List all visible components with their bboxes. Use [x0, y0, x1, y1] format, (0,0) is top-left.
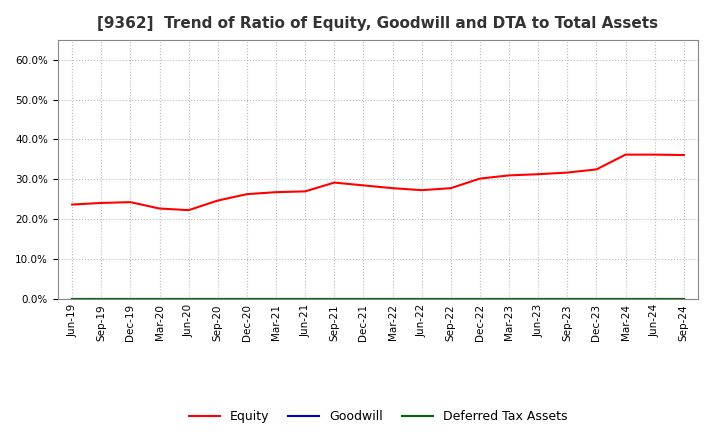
Goodwill: [68, 297, 76, 302]
Goodwill: [592, 297, 600, 302]
Deferred Tax Assets: [621, 297, 630, 302]
Deferred Tax Assets: [301, 297, 310, 302]
Deferred Tax Assets: [213, 297, 222, 302]
Equity: [68, 202, 76, 207]
Deferred Tax Assets: [563, 297, 572, 302]
Goodwill: [184, 297, 193, 302]
Deferred Tax Assets: [243, 297, 251, 302]
Goodwill: [446, 297, 455, 302]
Deferred Tax Assets: [156, 297, 164, 302]
Equity: [476, 176, 485, 181]
Equity: [301, 189, 310, 194]
Equity: [126, 199, 135, 205]
Equity: [592, 167, 600, 172]
Goodwill: [126, 297, 135, 302]
Goodwill: [680, 297, 688, 302]
Equity: [156, 206, 164, 211]
Equity: [271, 190, 280, 195]
Goodwill: [388, 297, 397, 302]
Goodwill: [359, 297, 368, 302]
Equity: [505, 173, 513, 178]
Goodwill: [156, 297, 164, 302]
Goodwill: [650, 297, 659, 302]
Goodwill: [301, 297, 310, 302]
Title: [9362]  Trend of Ratio of Equity, Goodwill and DTA to Total Assets: [9362] Trend of Ratio of Equity, Goodwil…: [97, 16, 659, 32]
Deferred Tax Assets: [97, 297, 106, 302]
Equity: [243, 191, 251, 197]
Deferred Tax Assets: [184, 297, 193, 302]
Deferred Tax Assets: [388, 297, 397, 302]
Deferred Tax Assets: [359, 297, 368, 302]
Equity: [534, 172, 543, 177]
Goodwill: [243, 297, 251, 302]
Deferred Tax Assets: [271, 297, 280, 302]
Equity: [330, 180, 338, 185]
Equity: [446, 186, 455, 191]
Goodwill: [534, 297, 543, 302]
Equity: [184, 208, 193, 213]
Deferred Tax Assets: [330, 297, 338, 302]
Deferred Tax Assets: [126, 297, 135, 302]
Goodwill: [97, 297, 106, 302]
Deferred Tax Assets: [680, 297, 688, 302]
Goodwill: [563, 297, 572, 302]
Deferred Tax Assets: [418, 297, 426, 302]
Equity: [621, 152, 630, 157]
Goodwill: [621, 297, 630, 302]
Equity: [563, 170, 572, 175]
Deferred Tax Assets: [505, 297, 513, 302]
Goodwill: [505, 297, 513, 302]
Deferred Tax Assets: [476, 297, 485, 302]
Legend: Equity, Goodwill, Deferred Tax Assets: Equity, Goodwill, Deferred Tax Assets: [184, 405, 572, 428]
Goodwill: [330, 297, 338, 302]
Equity: [359, 183, 368, 188]
Equity: [388, 186, 397, 191]
Goodwill: [271, 297, 280, 302]
Deferred Tax Assets: [446, 297, 455, 302]
Equity: [418, 187, 426, 193]
Deferred Tax Assets: [534, 297, 543, 302]
Line: Equity: Equity: [72, 154, 684, 210]
Deferred Tax Assets: [650, 297, 659, 302]
Deferred Tax Assets: [68, 297, 76, 302]
Goodwill: [418, 297, 426, 302]
Goodwill: [213, 297, 222, 302]
Equity: [680, 152, 688, 158]
Equity: [97, 200, 106, 205]
Equity: [213, 198, 222, 203]
Equity: [650, 152, 659, 157]
Goodwill: [476, 297, 485, 302]
Deferred Tax Assets: [592, 297, 600, 302]
